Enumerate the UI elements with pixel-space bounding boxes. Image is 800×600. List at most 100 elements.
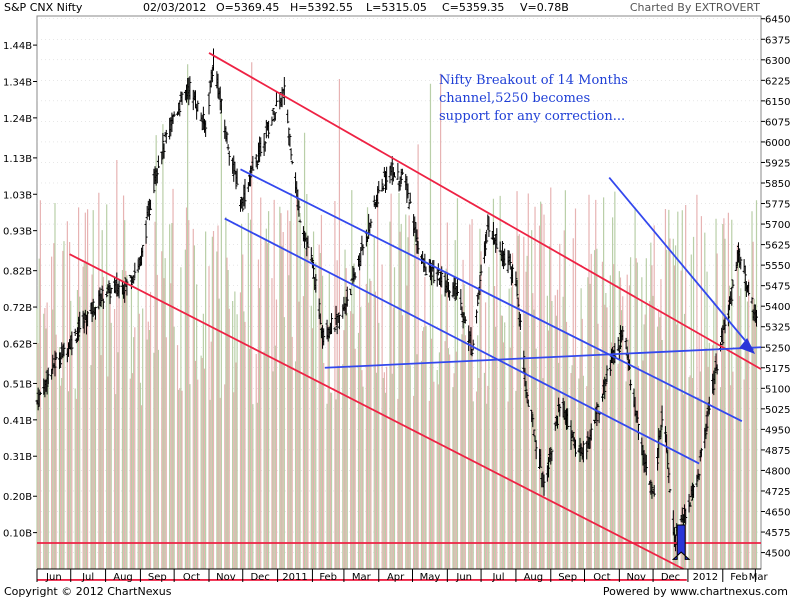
- volume-tick-label: 0.10B: [3, 529, 32, 540]
- ohlc-bar: [424, 266, 428, 276]
- ohlc-bar: [508, 253, 512, 270]
- ohlc-bar: [613, 343, 617, 364]
- month-label: Jun: [455, 572, 472, 583]
- ohlc-bar: [82, 312, 86, 334]
- month-label: Feb: [730, 572, 748, 583]
- month-label: Sep: [558, 572, 577, 583]
- ohlc-bar: [369, 218, 373, 228]
- ohlc-bar: [713, 367, 717, 385]
- ohlc-bar: [479, 264, 483, 276]
- price-tick-label: 6300: [765, 56, 790, 67]
- ohlc-bar: [743, 265, 747, 292]
- ohlc-bar: [251, 155, 255, 171]
- month-label: Feb: [319, 572, 337, 583]
- ohlc-bar: [747, 281, 751, 296]
- ohlc-bar: [569, 420, 573, 450]
- month-label: Mar: [749, 572, 769, 583]
- ohlc-bar: [730, 286, 734, 306]
- ohlc-bar: [297, 200, 301, 217]
- blue-trend-line: [224, 217, 700, 465]
- ohlc-bar: [511, 264, 515, 284]
- ohlc-bar: [400, 168, 404, 175]
- ohlc-bar: [432, 259, 436, 284]
- ohlc-bar: [470, 349, 474, 357]
- volume-tick-label: 0.93B: [3, 227, 32, 238]
- ohlc-bar: [550, 450, 554, 462]
- trend-lines: [37, 52, 762, 581]
- price-tick-label: 5100: [765, 384, 790, 395]
- ohlc-bar: [539, 449, 543, 468]
- ohlc-bar: [463, 316, 467, 324]
- ohlc-bar: [484, 234, 488, 257]
- volume-tick-label: 0.72B: [3, 303, 32, 314]
- ohlc-bar: [210, 66, 214, 83]
- volume-tick-label: 1.34B: [3, 77, 32, 88]
- ohlc-bar: [663, 426, 667, 443]
- ohlc-bar: [178, 100, 182, 117]
- ohlc-bar: [553, 421, 557, 431]
- annotation-line-1: Nifty Breakout of 14 Months: [439, 73, 628, 88]
- ohlc-bar: [574, 440, 578, 457]
- ohlc-bar: [635, 410, 639, 423]
- ohlc-bar: [566, 408, 570, 430]
- ohlc-bar: [322, 328, 326, 346]
- ohlc-bar: [314, 274, 318, 293]
- ohlc-bar: [191, 89, 195, 111]
- ohlc-bar: [532, 429, 536, 436]
- ohlc-bar: [572, 437, 576, 449]
- ohlc-bar: [526, 399, 530, 407]
- ohlc-bar: [380, 178, 384, 192]
- ohlc-bar: [235, 168, 239, 185]
- ohlc-bar: [107, 280, 111, 293]
- ohlc-bar: [54, 352, 58, 360]
- ohlc-bar: [726, 304, 730, 327]
- ohlc-bar: [731, 279, 735, 289]
- ohlc-bar: [83, 309, 87, 320]
- month-label: Jun: [45, 572, 62, 583]
- blue-trend-line: [240, 168, 743, 422]
- ohlc-bar: [547, 457, 551, 478]
- month-label: Nov: [626, 572, 646, 583]
- ohlc-bar: [333, 326, 337, 332]
- ohlc-bar: [684, 508, 688, 525]
- footer-powered: Powered by www.chartnexus.com: [602, 585, 788, 598]
- ohlc-bar: [428, 259, 432, 281]
- ohlc-bar: [515, 279, 519, 297]
- ohlc-bar: [495, 228, 499, 249]
- ohlc-bar: [549, 447, 553, 465]
- volume-tick-label: 0.20B: [3, 492, 32, 503]
- ohlc-bar: [542, 474, 546, 496]
- volume-tick-label: 0.82B: [3, 267, 32, 278]
- ohlc-bar: [290, 160, 294, 165]
- price-tick-label: 5700: [765, 220, 790, 231]
- ohlc-bar: [478, 274, 482, 295]
- ohlc-bar: [453, 277, 457, 301]
- ohlc-bar: [578, 437, 582, 462]
- ohlc-bar: [604, 378, 608, 387]
- ohlc-bar: [621, 326, 625, 341]
- volume-tick-label: 0.51B: [3, 379, 32, 390]
- month-label: Oct: [593, 572, 610, 583]
- ohlc-bar: [45, 369, 49, 395]
- ohlc-bar: [278, 92, 282, 110]
- blue-trend-line: [324, 346, 762, 369]
- ohlc-bar: [487, 217, 491, 237]
- price-tick-label: 5550: [765, 261, 790, 272]
- ohlc-bar: [162, 143, 166, 159]
- ohlc-bar: [152, 168, 156, 194]
- ohlc-bar: [46, 367, 50, 385]
- price-tick-label: 6450: [765, 15, 790, 26]
- month-label: May: [420, 572, 441, 583]
- ohlc-bar: [399, 168, 403, 185]
- ohlc-bar: [500, 240, 504, 267]
- price-tick-label: 5625: [765, 241, 790, 252]
- ohlc-bar: [476, 294, 480, 307]
- ohlc-bar: [652, 485, 656, 497]
- ohlc-bar: [149, 199, 153, 211]
- ohlc-bar: [336, 312, 340, 323]
- ohlc-bar: [629, 379, 633, 391]
- month-label: Mar: [352, 572, 372, 583]
- ohlc-bar: [656, 448, 660, 471]
- ohlc-bar: [353, 272, 357, 280]
- ohlc-bar: [164, 129, 168, 144]
